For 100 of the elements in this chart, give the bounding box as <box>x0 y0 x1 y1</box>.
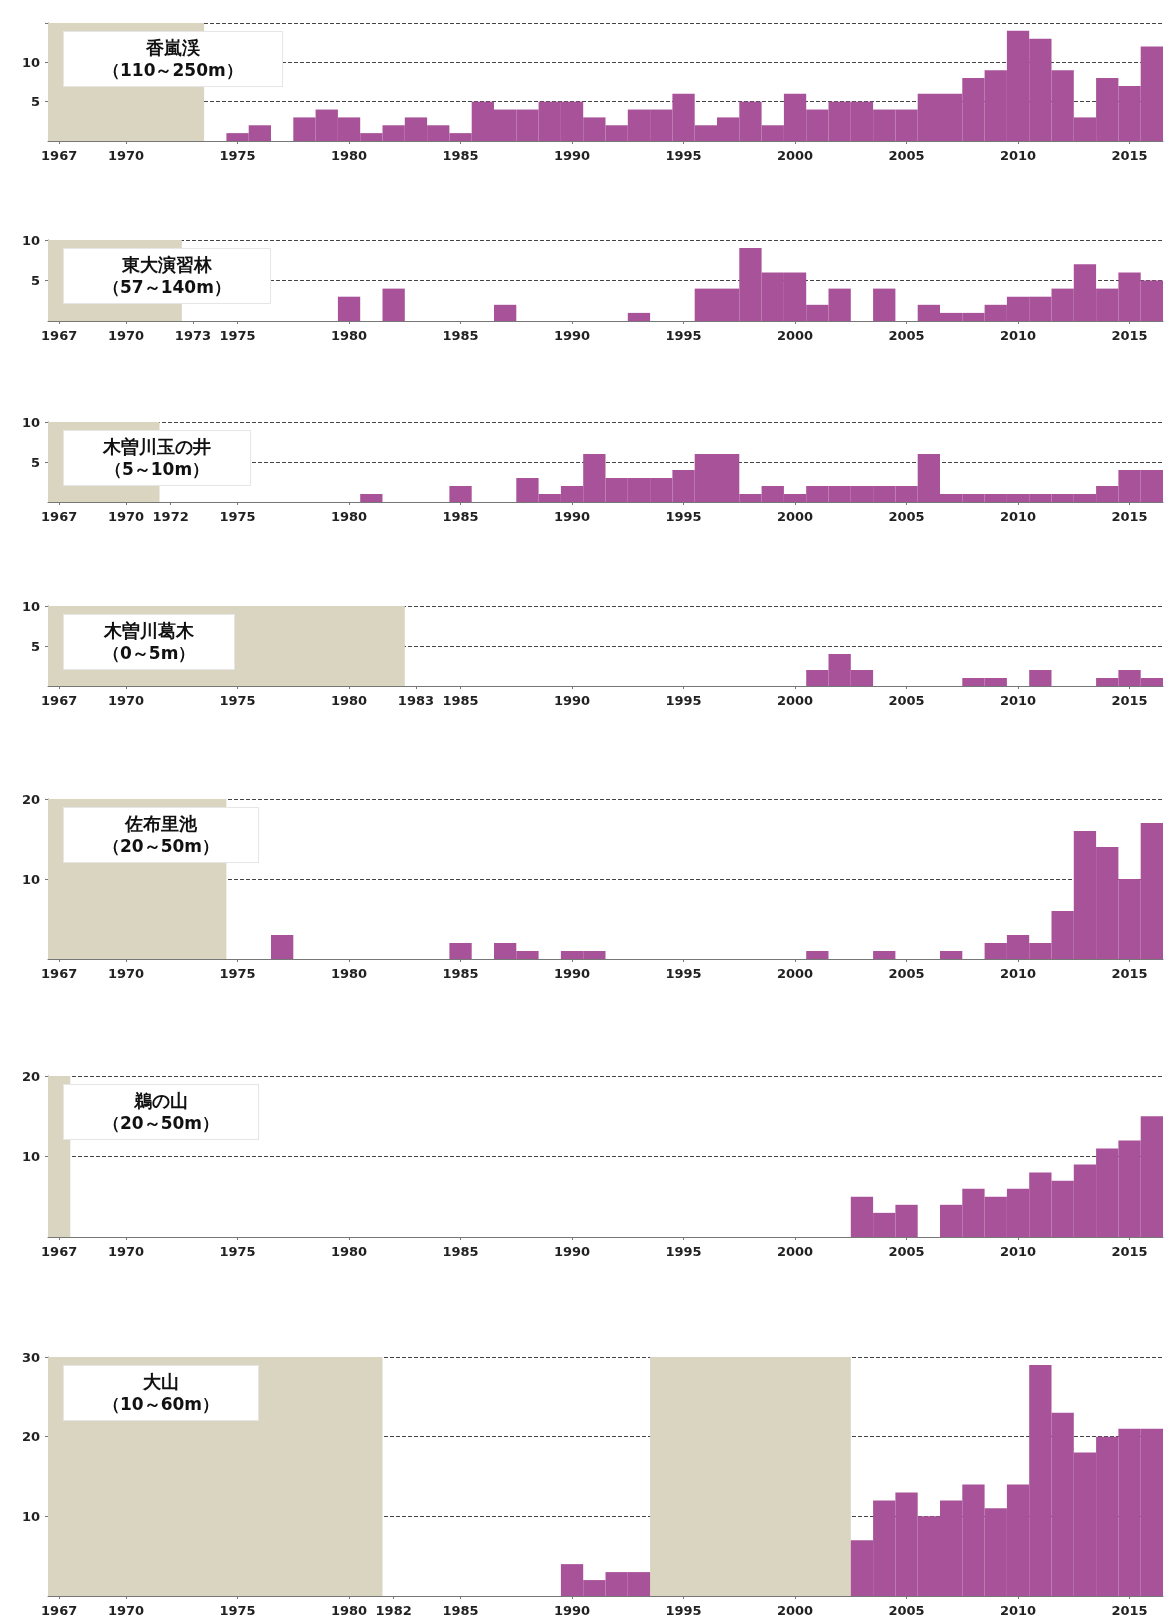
y-tick-label: 5 <box>30 638 40 654</box>
x-tick-label: 2010 <box>999 328 1037 343</box>
x-tick-label: 1967 <box>41 1244 78 1259</box>
text: （110～250m） <box>103 59 243 81</box>
x-tick-label: 1970 <box>107 509 145 524</box>
x-tick-label: 1985 <box>442 966 479 981</box>
x-tick-label: 1995 <box>665 1603 702 1618</box>
x-tick-label: 1995 <box>665 328 702 343</box>
x-tick-label: 2005 <box>888 966 925 981</box>
y-tick-label: 5 <box>30 454 40 470</box>
x-tick-label: 2010 <box>999 148 1037 163</box>
x-tick-label: 1975 <box>219 509 256 524</box>
text: （57～140m） <box>103 276 231 298</box>
x-tick-label: 1970 <box>107 328 145 343</box>
y-tick-label: 20 <box>21 791 40 807</box>
x-tick-label: 1990 <box>553 148 591 163</box>
y-tick-label: 5 <box>30 94 40 110</box>
x-tick-label: 1990 <box>553 693 591 708</box>
y-tick-label: 10 <box>21 871 40 887</box>
text: （5～10m） <box>103 458 211 480</box>
x-tick-label: 2005 <box>888 148 925 163</box>
text: 香嵐渓 <box>144 37 201 59</box>
x-tick-label: 2015 <box>1111 966 1148 981</box>
x-tick-label: 2000 <box>776 148 814 163</box>
x-tick-label: 1980 <box>330 1603 368 1618</box>
x-tick-label: 2000 <box>776 693 814 708</box>
y-tick-label: 5 <box>30 273 40 288</box>
x-tick-label: 1967 <box>41 509 78 524</box>
text: （20～50m） <box>103 1112 220 1134</box>
x-tick-label: 2015 <box>1111 509 1148 524</box>
x-tick-label: 1973 <box>174 328 212 343</box>
x-tick-label: 1967 <box>41 148 78 163</box>
text: （0～5m） <box>103 642 196 664</box>
text: 東大演習林 <box>120 254 213 276</box>
y-tick-label: 20 <box>21 1068 40 1084</box>
x-tick-label: 1985 <box>442 509 479 524</box>
x-tick-label: 2010 <box>999 1244 1037 1259</box>
x-tick-label: 1975 <box>219 693 256 708</box>
x-tick-label: 2005 <box>888 509 925 524</box>
x-tick-label: 2015 <box>1111 1244 1148 1259</box>
x-tick-label: 1985 <box>442 148 479 163</box>
x-tick-label: 1975 <box>219 148 256 163</box>
y-tick-label: 20 <box>21 1429 40 1445</box>
x-tick-label: 1975 <box>219 1244 256 1259</box>
x-tick-label: 2000 <box>776 1603 814 1618</box>
x-tick-label: 2000 <box>776 509 814 524</box>
x-tick-label: 1970 <box>107 966 145 981</box>
x-tick-label: 1995 <box>665 693 702 708</box>
text: （20～50m） <box>103 835 220 857</box>
x-tick-label: 1995 <box>665 148 702 163</box>
x-tick-label: 1967 <box>41 693 78 708</box>
x-tick-label: 1985 <box>442 1603 479 1618</box>
x-tick-label: 1985 <box>442 693 479 708</box>
x-tick-label: 1970 <box>107 693 145 708</box>
x-tick-label: 1995 <box>665 966 702 981</box>
y-tick-label: 10 <box>21 232 40 248</box>
x-tick-label: 1967 <box>41 1603 78 1618</box>
x-tick-label: 1975 <box>219 1603 256 1618</box>
x-tick-label: 1972 <box>152 509 189 524</box>
x-tick-label: 1982 <box>375 1603 412 1618</box>
x-tick-label: 2010 <box>999 509 1037 524</box>
x-tick-label: 1980 <box>330 1244 368 1259</box>
x-tick-label: 1990 <box>553 966 591 981</box>
x-tick-label: 2010 <box>999 966 1037 981</box>
x-tick-label: 1985 <box>442 1244 479 1259</box>
y-tick-label: 10 <box>21 54 40 70</box>
x-tick-label: 2015 <box>1111 328 1148 343</box>
x-tick-label: 2015 <box>1111 148 1148 163</box>
x-tick-label: 1990 <box>553 328 591 343</box>
x-tick-label: 1990 <box>553 509 591 524</box>
y-tick-label: 10 <box>21 1149 40 1164</box>
text: 鵜の山 <box>133 1090 189 1112</box>
x-tick-label: 2015 <box>1111 1603 1148 1618</box>
x-tick-label: 2010 <box>999 1603 1037 1618</box>
text: 木曽川玉の井 <box>103 436 211 458</box>
x-tick-label: 1970 <box>107 1603 145 1618</box>
x-tick-label: 2015 <box>1111 693 1148 708</box>
x-tick-label: 1990 <box>553 1603 591 1618</box>
text: 佐布里池 <box>123 813 198 835</box>
x-tick-label: 2005 <box>888 1244 925 1259</box>
x-tick-label: 1980 <box>330 966 368 981</box>
y-tick-label: 10 <box>21 598 40 614</box>
x-tick-label: 1990 <box>553 1244 591 1259</box>
x-tick-label: 2000 <box>776 966 814 981</box>
y-tick-label: 10 <box>21 1508 40 1524</box>
x-tick-label: 1970 <box>107 148 145 163</box>
x-tick-label: 1970 <box>107 1244 145 1259</box>
x-tick-label: 1995 <box>665 1244 702 1259</box>
x-tick-label: 1967 <box>41 328 78 343</box>
x-tick-label: 1980 <box>330 693 368 708</box>
x-tick-label: 2005 <box>888 1603 925 1618</box>
x-tick-label: 2000 <box>776 328 814 343</box>
x-tick-label: 2000 <box>776 1244 814 1259</box>
x-tick-label: 1995 <box>665 509 702 524</box>
text: 大山 <box>142 1371 180 1393</box>
x-tick-label: 1980 <box>330 148 368 163</box>
x-tick-label: 1975 <box>219 966 256 981</box>
x-tick-label: 2010 <box>999 693 1037 708</box>
x-tick-label: 1985 <box>442 328 479 343</box>
x-tick-label: 1975 <box>219 328 256 343</box>
